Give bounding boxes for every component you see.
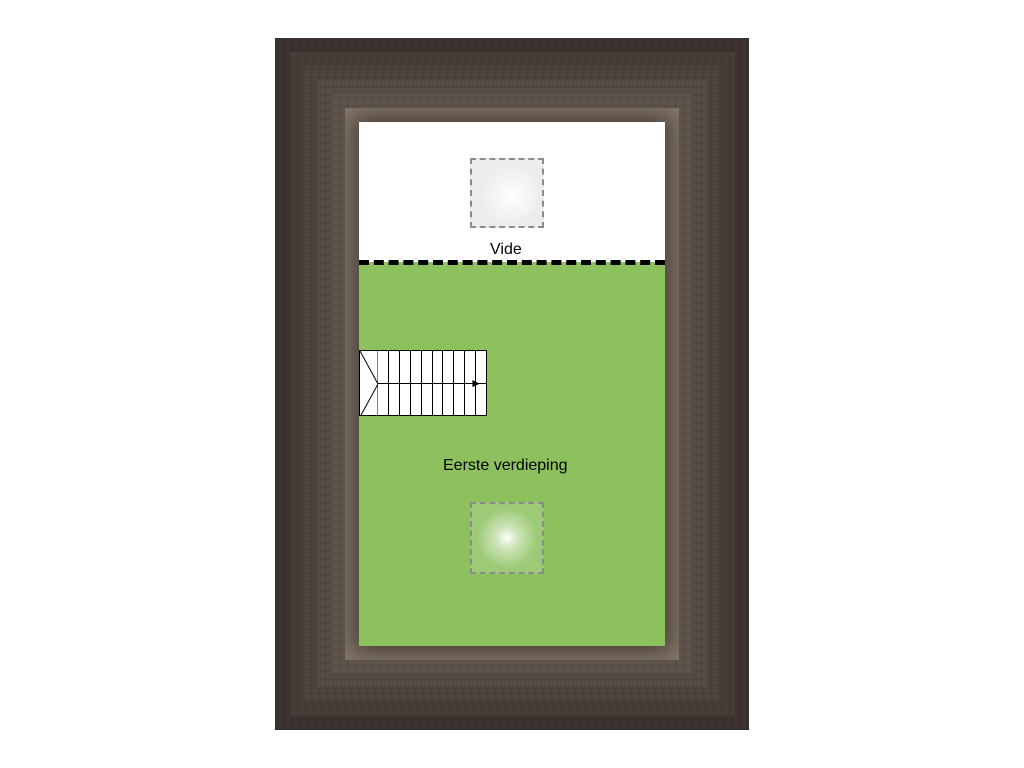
floorplan-canvas: Vide Eerste verdieping ► bbox=[0, 0, 1024, 768]
stairs-landing-diagonal bbox=[360, 351, 378, 415]
stairs: ► bbox=[359, 350, 487, 416]
room-eerste-verdieping bbox=[359, 262, 665, 646]
label-eerste-verdieping: Eerste verdieping bbox=[443, 457, 568, 475]
label-vide: Vide bbox=[490, 241, 522, 259]
skylight-top bbox=[470, 158, 544, 228]
skylight-lower bbox=[470, 502, 544, 574]
skylight-top-glow bbox=[476, 164, 538, 222]
stairs-midrail bbox=[378, 383, 486, 384]
skylight-lower-glow bbox=[476, 508, 538, 568]
stairs-diagonal-icon bbox=[360, 351, 378, 415]
room-divider-dashed bbox=[359, 260, 665, 265]
